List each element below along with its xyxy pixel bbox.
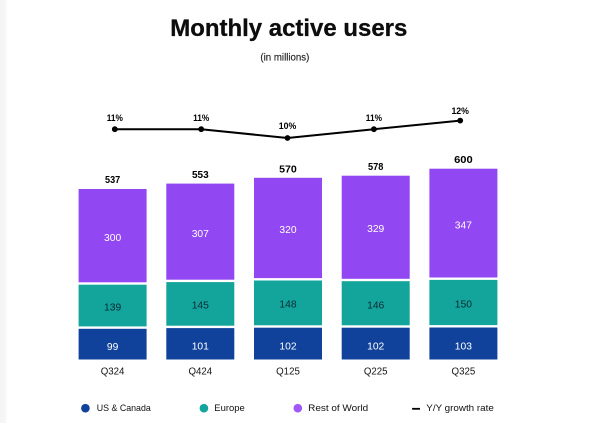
- svg-text:(in millions): (in millions): [260, 52, 309, 63]
- svg-text:11%: 11%: [193, 112, 210, 123]
- svg-text:578: 578: [368, 161, 384, 173]
- svg-text:11%: 11%: [107, 112, 124, 123]
- svg-text:329: 329: [367, 224, 384, 235]
- svg-text:148: 148: [279, 300, 296, 311]
- svg-text:101: 101: [192, 342, 209, 353]
- svg-text:Rest of World: Rest of World: [308, 403, 368, 413]
- svg-text:Monthly active users: Monthly active users: [170, 15, 407, 42]
- svg-text:145: 145: [192, 301, 209, 312]
- svg-text:300: 300: [104, 233, 121, 244]
- svg-text:12%: 12%: [451, 105, 469, 116]
- svg-text:553: 553: [192, 169, 209, 181]
- svg-text:Q125: Q125: [276, 367, 300, 378]
- svg-text:Y/Y growth rate: Y/Y growth rate: [426, 403, 494, 413]
- svg-text:99: 99: [107, 342, 119, 353]
- svg-text:102: 102: [367, 341, 384, 352]
- svg-text:320: 320: [279, 225, 296, 236]
- svg-text:Q424: Q424: [188, 367, 212, 378]
- svg-text:150: 150: [455, 299, 472, 310]
- svg-text:537: 537: [105, 174, 120, 186]
- svg-text:146: 146: [367, 300, 384, 311]
- svg-text:139: 139: [104, 302, 121, 313]
- svg-text:Q325: Q325: [452, 367, 476, 378]
- svg-text:Q324: Q324: [101, 367, 125, 378]
- svg-text:US & Canada: US & Canada: [97, 403, 152, 413]
- svg-text:347: 347: [455, 220, 472, 231]
- svg-text:Q225: Q225: [364, 367, 388, 378]
- svg-text:570: 570: [279, 163, 297, 175]
- svg-text:600: 600: [454, 154, 473, 166]
- svg-text:307: 307: [192, 229, 209, 240]
- svg-text:11%: 11%: [366, 112, 383, 123]
- svg-text:103: 103: [455, 341, 472, 352]
- svg-text:102: 102: [279, 341, 296, 352]
- svg-text:Europe: Europe: [214, 403, 245, 413]
- svg-text:10%: 10%: [279, 120, 297, 131]
